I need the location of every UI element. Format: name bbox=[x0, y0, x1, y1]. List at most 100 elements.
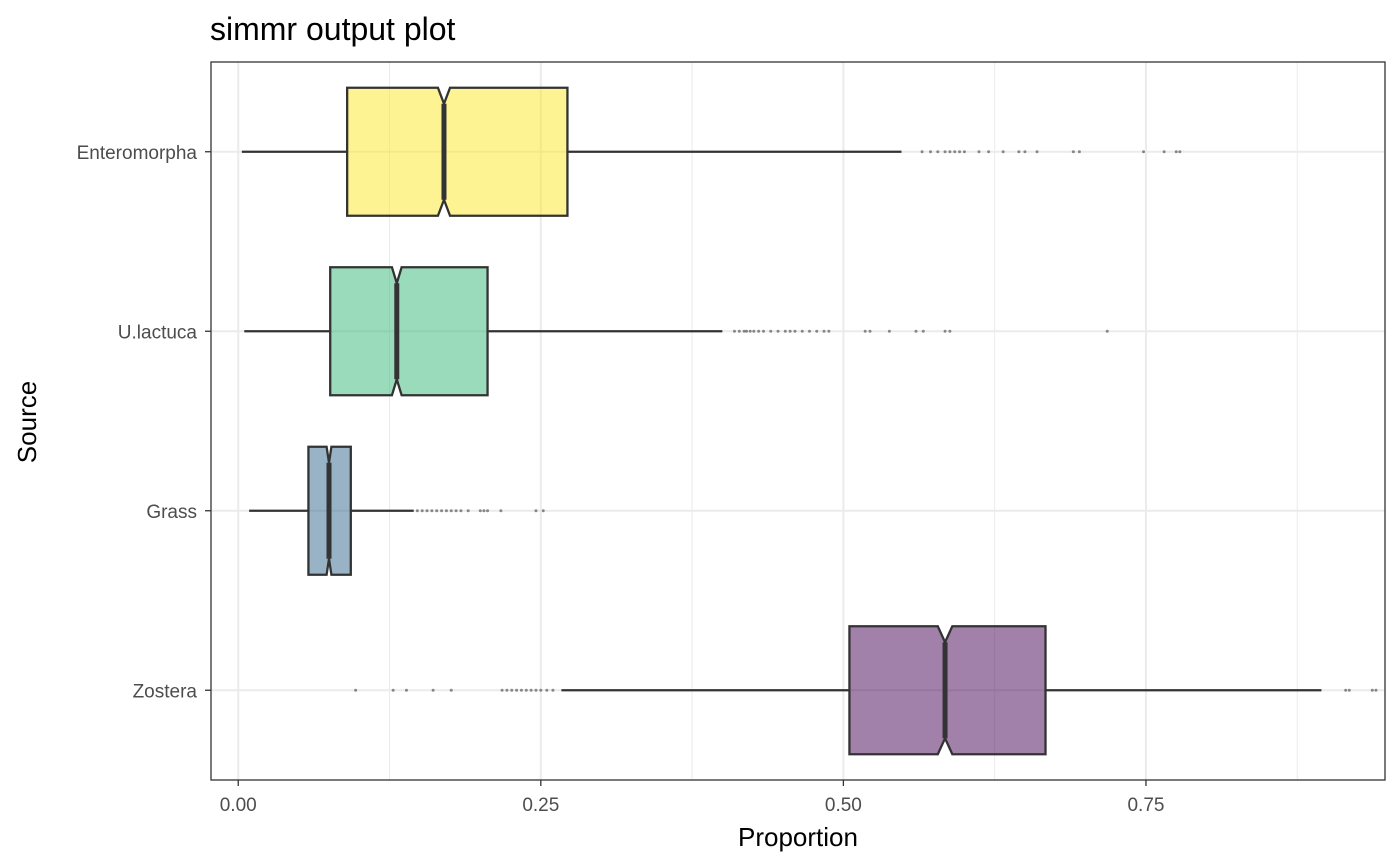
outlier-point bbox=[415, 509, 419, 513]
outlier-point bbox=[529, 688, 533, 692]
outlier-point bbox=[515, 688, 519, 692]
panel-border bbox=[210, 61, 1386, 781]
outlier-point bbox=[534, 509, 538, 513]
outlier-point bbox=[486, 509, 490, 513]
outlier-point bbox=[943, 150, 947, 154]
outlier-point bbox=[762, 329, 766, 333]
outlier-point bbox=[478, 509, 482, 513]
outlier-point bbox=[943, 329, 947, 333]
outlier-point bbox=[929, 150, 933, 154]
outlier-point bbox=[524, 688, 528, 692]
outlier-point bbox=[1347, 688, 1351, 692]
outlier-point bbox=[752, 329, 756, 333]
outlier-point bbox=[1023, 150, 1027, 154]
outlier-point bbox=[545, 688, 549, 692]
outlier-point bbox=[425, 509, 429, 513]
outlier-point bbox=[887, 329, 891, 333]
outlier-point bbox=[519, 688, 523, 692]
outlier-point bbox=[914, 329, 918, 333]
outlier-point bbox=[404, 688, 408, 692]
outlier-point bbox=[1178, 150, 1182, 154]
outlier-point bbox=[1105, 329, 1109, 333]
outlier-point bbox=[958, 150, 962, 154]
outlier-point bbox=[920, 150, 924, 154]
outlier-point bbox=[1142, 150, 1146, 154]
outlier-point bbox=[863, 329, 867, 333]
outlier-point bbox=[482, 509, 486, 513]
outlier-point bbox=[953, 150, 957, 154]
box-body bbox=[329, 266, 489, 397]
outlier-point bbox=[776, 329, 780, 333]
outlier-point bbox=[793, 329, 797, 333]
outlier-point bbox=[391, 688, 395, 692]
outlier-point bbox=[1077, 150, 1081, 154]
outlier-point bbox=[499, 509, 503, 513]
outlier-point bbox=[454, 509, 458, 513]
outlier-point bbox=[987, 150, 991, 154]
outlier-point bbox=[534, 688, 538, 692]
axes: Enteromorpha U.lactuca Grass Zostera 0.00 0.2… bbox=[77, 143, 1165, 816]
outlier-point bbox=[435, 509, 439, 513]
y-axis-title: Source bbox=[12, 381, 42, 463]
outlier-point bbox=[815, 329, 819, 333]
outlier-point bbox=[1035, 150, 1039, 154]
outlier-point bbox=[800, 329, 804, 333]
y-tick-label: Enteromorpha bbox=[77, 143, 198, 164]
outlier-point bbox=[921, 329, 925, 333]
outlier-point bbox=[742, 329, 746, 333]
outlier-point bbox=[500, 688, 504, 692]
outlier-point bbox=[1001, 150, 1005, 154]
outlier-point bbox=[732, 329, 736, 333]
box-body bbox=[346, 86, 569, 217]
outlier-point bbox=[431, 688, 435, 692]
x-axis-title: Proportion bbox=[738, 822, 858, 852]
outlier-point bbox=[505, 688, 509, 692]
outlier-point bbox=[977, 150, 981, 154]
x-tick-label: 0.00 bbox=[220, 795, 257, 816]
box-series bbox=[241, 86, 1378, 756]
outlier-point bbox=[827, 329, 831, 333]
outlier-point bbox=[449, 688, 453, 692]
outlier-point bbox=[541, 509, 545, 513]
y-tick-label: U.lactuca bbox=[118, 322, 198, 343]
outlier-point bbox=[868, 329, 872, 333]
outlier-point bbox=[737, 329, 741, 333]
box-grass bbox=[249, 445, 545, 576]
outlier-point bbox=[466, 509, 470, 513]
y-tick-label: Grass bbox=[146, 502, 197, 523]
outlier-point bbox=[807, 329, 811, 333]
outlier-point bbox=[551, 688, 555, 692]
outlier-point bbox=[1374, 688, 1378, 692]
outlier-point bbox=[822, 329, 826, 333]
outlier-point bbox=[936, 150, 940, 154]
box-zostera bbox=[354, 625, 1378, 756]
outlier-point bbox=[1174, 150, 1178, 154]
outlier-point bbox=[1071, 150, 1075, 154]
outlier-point bbox=[769, 329, 773, 333]
x-tick-label: 0.75 bbox=[1127, 795, 1164, 816]
outlier-point bbox=[459, 509, 463, 513]
outlier-point bbox=[354, 688, 358, 692]
chart-title: simmr output plot bbox=[210, 11, 456, 47]
outlier-point bbox=[1370, 688, 1374, 692]
outlier-point bbox=[1017, 150, 1021, 154]
outlier-point bbox=[788, 329, 792, 333]
outlier-point bbox=[539, 688, 543, 692]
outlier-point bbox=[962, 150, 966, 154]
box-u-lactuca bbox=[244, 266, 1109, 397]
outlier-point bbox=[1344, 688, 1348, 692]
outlier-point bbox=[1162, 150, 1166, 154]
box-enteromorpha bbox=[241, 86, 1182, 217]
outlier-point bbox=[757, 329, 761, 333]
outlier-point bbox=[444, 509, 448, 513]
outlier-point bbox=[745, 329, 749, 333]
outlier-point bbox=[783, 329, 787, 333]
outlier-point bbox=[948, 150, 952, 154]
outlier-point bbox=[510, 688, 514, 692]
x-tick-label: 0.25 bbox=[522, 795, 559, 816]
x-tick-label: 0.50 bbox=[825, 795, 862, 816]
y-tick-label: Zostera bbox=[133, 681, 198, 702]
outlier-point bbox=[440, 509, 444, 513]
outlier-point bbox=[420, 509, 424, 513]
